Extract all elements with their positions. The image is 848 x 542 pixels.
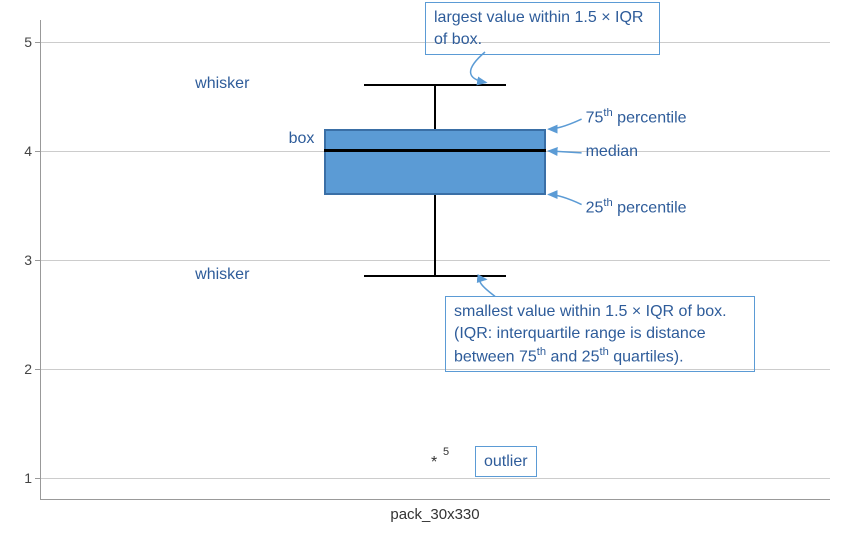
x-axis-line [40,499,830,500]
y-tick [35,260,40,261]
outlier-marker: * [431,454,437,472]
top-whisker-callout: largest value within 1.5 × IQR of box. [425,2,660,55]
plot-area: 12345*5whiskerboxwhisker75th percentilem… [40,20,830,500]
whisker-cap-top [364,84,506,86]
whisker-stem-bottom [434,195,436,277]
y-axis-line [40,20,41,500]
y-tick [35,42,40,43]
whisker-stem-top [434,85,436,129]
y-tick [35,369,40,370]
y-tick [35,478,40,479]
p75-label: 75th percentile [586,107,687,127]
p25-label: 25th percentile [586,197,687,217]
x-axis-label: pack_30x330 [40,506,830,523]
whisker-bottom-label: whisker [195,266,249,284]
whisker-top-label: whisker [195,75,249,93]
median-line [324,149,545,152]
iqr-box [324,129,545,194]
box-label: box [289,130,315,148]
bottom-whisker-callout: smallest value within 1.5 × IQR of box. … [445,296,755,372]
whisker-cap-bottom [364,275,506,277]
median-label: median [586,143,638,161]
y-tick [35,151,40,152]
outlier-point-label: 5 [443,446,449,458]
outlier-callout: outlier [475,446,537,478]
gridline [40,478,830,479]
